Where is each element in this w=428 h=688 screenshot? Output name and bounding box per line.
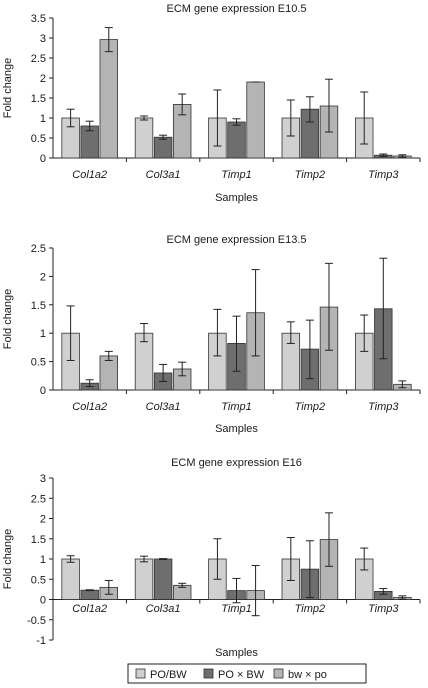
category-label: Timp1 <box>221 401 251 413</box>
bar <box>153 558 173 600</box>
legend-swatch <box>203 668 214 679</box>
y-tick-label: 1 <box>40 554 46 566</box>
y-tick-label: 2.5 <box>31 53 46 65</box>
y-tick-label: 1 <box>40 113 46 125</box>
y-tick-label: 0.5 <box>31 133 46 145</box>
category-label: Timp2 <box>295 603 325 615</box>
bar <box>80 589 99 600</box>
y-tick-label: 0 <box>40 153 46 165</box>
y-tick-label: 3 <box>40 33 46 45</box>
category-label: Timp3 <box>368 169 399 181</box>
category-label: Col3a1 <box>146 169 181 181</box>
bar <box>61 558 80 600</box>
bar <box>99 39 118 159</box>
y-tick-label: 0 <box>40 595 46 607</box>
y-axis-label: Fold change <box>2 58 14 119</box>
y-tick-label: 1.5 <box>31 93 46 105</box>
y-tick-label: 0.5 <box>31 357 46 369</box>
category-label: Col3a1 <box>146 603 181 615</box>
chart-title: ECM gene expression E13.5 <box>166 234 306 246</box>
chart-panel-2: ECM gene expression E13.5 Fold change Samp… <box>2 234 421 435</box>
y-tick-label: 2 <box>40 271 46 283</box>
legend-label: PO/BW <box>150 669 187 681</box>
y-tick-label: 3.5 <box>31 13 46 25</box>
y-tick-label: 2.5 <box>31 243 46 255</box>
bar <box>134 117 154 159</box>
x-axis-label: Samples <box>215 423 258 435</box>
x-axis-label: Samples <box>215 647 258 659</box>
legend-label: bw × po <box>288 669 327 681</box>
y-tick-label: 0.5 <box>31 574 46 586</box>
category-label: Timp3 <box>368 401 399 413</box>
bar <box>134 558 154 600</box>
category-label: Col1a2 <box>72 169 107 181</box>
y-tick-label: -1 <box>36 635 46 647</box>
y-tick-label: 0 <box>40 385 46 397</box>
legend: PO/BW PO × BW bw × po <box>127 663 367 684</box>
category-label: Timp3 <box>368 603 399 615</box>
category-label: Timp1 <box>221 169 251 181</box>
legend-swatch <box>135 668 146 679</box>
x-axis-label: Samples <box>215 192 258 204</box>
category-label: Timp1 <box>221 603 251 615</box>
y-tick-label: -0.5 <box>27 615 46 627</box>
y-tick-label: 1 <box>40 328 46 340</box>
chart-panel-3: ECM gene expression E16 Fold change Sample… <box>2 457 421 659</box>
category-label: Col3a1 <box>146 401 181 413</box>
bar <box>227 121 246 159</box>
y-tick-label: 1.5 <box>31 300 46 312</box>
bar <box>246 81 265 159</box>
y-tick-label: 3 <box>40 473 46 485</box>
legend-label: PO × BW <box>218 669 265 681</box>
category-label: Col1a2 <box>72 401 107 413</box>
y-axis-label: Fold change <box>2 529 14 590</box>
category-label: Timp2 <box>295 169 325 181</box>
y-tick-label: 2 <box>40 73 46 85</box>
legend-box <box>127 663 367 684</box>
category-label: Col1a2 <box>72 603 107 615</box>
bar <box>99 355 118 391</box>
y-tick-label: 2 <box>40 514 46 526</box>
legend-swatch <box>273 668 284 679</box>
y-tick-label: 1.5 <box>31 534 46 546</box>
chart-title: ECM gene expression E10.5 <box>166 3 306 15</box>
y-axis-label: Fold change <box>2 289 14 350</box>
category-label: Timp2 <box>295 401 325 413</box>
y-tick-label: 2.5 <box>31 493 46 505</box>
chart-panel-1: ECM gene expression E10.5 Fold change Samp… <box>2 3 421 204</box>
bar <box>153 136 173 159</box>
chart-title: ECM gene expression E16 <box>171 457 302 469</box>
